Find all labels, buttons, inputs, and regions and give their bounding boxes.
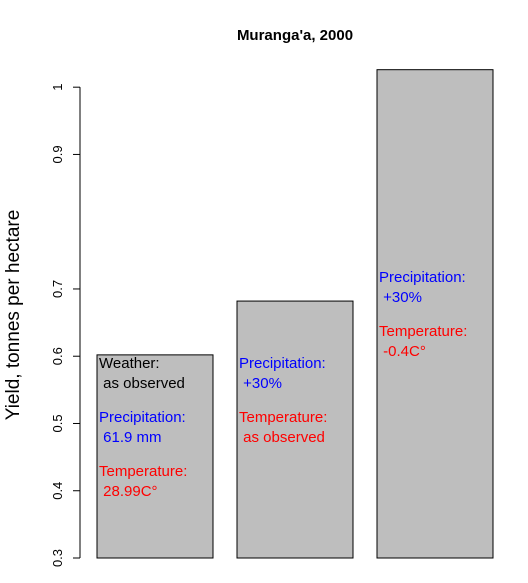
bar: [376, 69, 494, 559]
bar-annotation-line: Precipitation:: [99, 409, 186, 426]
bar-annotation-line: +30%: [239, 375, 282, 392]
bar-annotation-line: +30%: [379, 289, 422, 306]
y-tick-label: 0.7: [50, 280, 65, 298]
y-tick-label: 0.9: [50, 145, 65, 163]
bar-annotation-line: as observed: [239, 429, 325, 446]
bar-annotation-line: Temperature:: [99, 463, 187, 480]
bar-annotation-line: -0.4C°: [379, 343, 426, 360]
bar-annotations: Weather: as observed Precipitation: 61.9 …: [99, 269, 467, 500]
bar-annotation-line: 28.99C°: [99, 483, 158, 500]
chart-title: Muranga'a, 2000: [237, 27, 353, 44]
y-tick-label: 1: [50, 84, 65, 91]
bar-annotation-line: 61.9 mm: [99, 429, 162, 446]
bar-annotation-line: Precipitation:: [379, 269, 466, 286]
bar-annotation-line: Temperature:: [239, 409, 327, 426]
bar-annotation-line: Temperature:: [379, 323, 467, 340]
y-tick-label: 0.6: [50, 347, 65, 365]
bar-annotation-line: Precipitation:: [239, 355, 326, 372]
y-axis-label: Yield, tonnes per hectare: [3, 210, 24, 421]
y-tick-label: 0.4: [50, 482, 65, 500]
bar-annotation-line: as observed: [99, 375, 185, 392]
bar-annotation-line: Weather:: [99, 355, 160, 372]
y-tick-label: 0.3: [50, 549, 65, 567]
bar: [236, 300, 354, 559]
y-tick-label: 0.5: [50, 414, 65, 432]
y-axis: 0.3 0.4 0.5 0.6 0.7 0.9 1: [50, 84, 81, 567]
bars: [96, 69, 494, 559]
bar: [96, 354, 214, 559]
